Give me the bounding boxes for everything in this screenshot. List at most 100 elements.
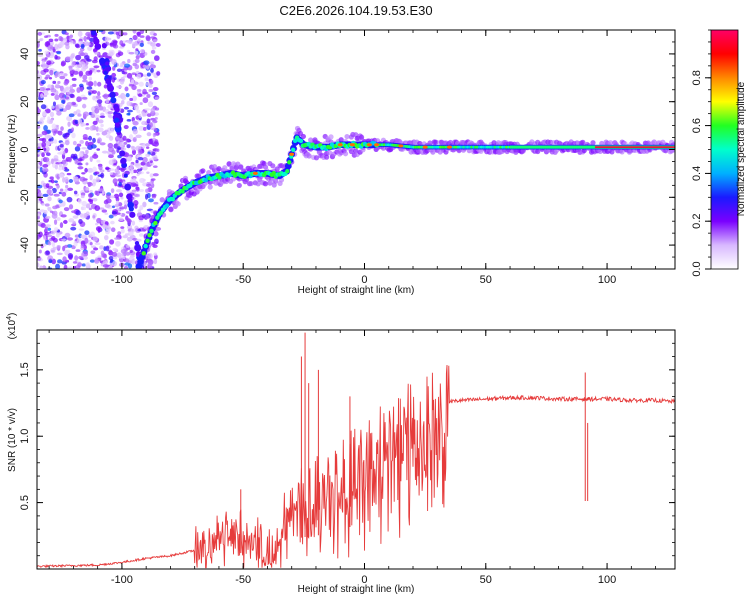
noise-speck — [120, 196, 124, 200]
noise-speck — [126, 155, 133, 162]
ridge-halo-dot — [207, 184, 213, 190]
noise-speck — [123, 124, 129, 130]
noise-speck — [147, 101, 154, 108]
noise-speck — [112, 256, 118, 260]
noise-speck — [37, 125, 41, 129]
noise-speck — [46, 188, 52, 195]
noise-speck — [89, 231, 96, 238]
noise-speck — [102, 264, 109, 268]
noise-speck — [89, 156, 93, 162]
ridge-core-dot — [217, 175, 222, 180]
noise-speck — [112, 66, 116, 71]
ridge-halo-dot — [313, 155, 320, 161]
noise-speck — [75, 109, 81, 115]
noise-speck — [94, 108, 100, 114]
noise-speck — [44, 231, 50, 235]
noise-speck — [62, 73, 68, 77]
ridge-halo-dot — [270, 163, 276, 169]
noise-speck — [47, 207, 52, 212]
noise-speck — [108, 146, 115, 153]
noise-speck — [112, 247, 118, 252]
noise-speck — [131, 220, 136, 226]
noise-speck — [131, 258, 136, 265]
noise-speck — [127, 58, 131, 64]
noise-speck — [111, 158, 117, 164]
noise-speck — [71, 61, 76, 68]
noise-speck — [110, 227, 116, 233]
noise-speck — [126, 138, 130, 143]
noise-speck — [142, 64, 147, 68]
noise-speck — [49, 210, 53, 213]
noise-speck — [51, 241, 56, 248]
noise-speck — [45, 74, 51, 79]
noise-speck — [127, 231, 134, 237]
noise-speck — [109, 239, 115, 245]
noise-speck — [50, 88, 57, 93]
noise-speck — [125, 244, 130, 248]
noise-speck — [115, 240, 121, 247]
noise-speck — [146, 93, 151, 99]
noise-speck — [128, 134, 134, 140]
ridge-halo-dot — [229, 165, 235, 171]
noise-speck — [137, 209, 142, 213]
ridge-halo-dot — [206, 169, 212, 176]
noise-speck — [42, 94, 48, 98]
noise-speck — [89, 69, 93, 74]
noise-speck — [44, 92, 49, 96]
noise-speck — [73, 177, 80, 183]
noise-speck — [59, 151, 64, 155]
noise-speck — [48, 138, 52, 142]
noise-speck — [129, 254, 135, 258]
noise-speck — [77, 262, 82, 267]
noise-speck — [90, 144, 97, 149]
noise-speck — [85, 162, 89, 166]
noise-speck — [64, 37, 68, 44]
noise-speck — [67, 187, 74, 192]
noise-speck — [105, 245, 110, 252]
noise-speck — [118, 217, 124, 222]
noise-speck — [141, 120, 147, 126]
noise-speck — [42, 193, 49, 197]
noise-speck — [88, 135, 93, 141]
noise-speck — [76, 96, 83, 102]
noise-speck — [133, 200, 139, 206]
noise-speck — [58, 163, 63, 168]
ridge-halo-dot — [222, 165, 228, 171]
noise-streak-dot — [99, 57, 106, 64]
noise-speck — [61, 159, 67, 165]
noise-speck — [75, 123, 79, 127]
noise-streak-dot — [107, 75, 112, 80]
noise-speck — [46, 60, 52, 66]
noise-speck — [54, 54, 58, 60]
noise-speck — [96, 69, 101, 73]
noise-speck — [134, 58, 140, 64]
noise-speck — [97, 255, 103, 258]
ridge-halo-dot — [211, 163, 218, 170]
noise-speck — [64, 232, 71, 238]
noise-speck — [48, 67, 55, 72]
noise-speck — [77, 31, 83, 37]
noise-speck — [155, 43, 161, 48]
noise-speck — [119, 78, 125, 85]
noise-speck — [50, 92, 55, 96]
noise-speck — [151, 155, 158, 160]
noise-speck — [121, 147, 127, 151]
noise-speck — [60, 147, 65, 151]
ridge-core-dot — [290, 147, 296, 152]
noise-speck — [39, 87, 45, 92]
noise-speck — [58, 173, 65, 178]
noise-speck — [70, 153, 76, 159]
ridge-halo-dot — [324, 154, 330, 160]
ridge-core-dot — [203, 177, 209, 183]
noise-speck — [151, 241, 156, 246]
noise-speck — [89, 200, 94, 205]
noise-speck — [56, 245, 61, 249]
noise-speck — [98, 30, 104, 33]
noise-speck — [148, 198, 154, 203]
noise-speck — [82, 79, 88, 83]
ridge-halo-dot — [535, 148, 541, 155]
noise-speck — [54, 94, 60, 101]
noise-speck — [43, 124, 48, 131]
noise-speck — [80, 234, 87, 239]
noise-speck — [78, 218, 83, 225]
